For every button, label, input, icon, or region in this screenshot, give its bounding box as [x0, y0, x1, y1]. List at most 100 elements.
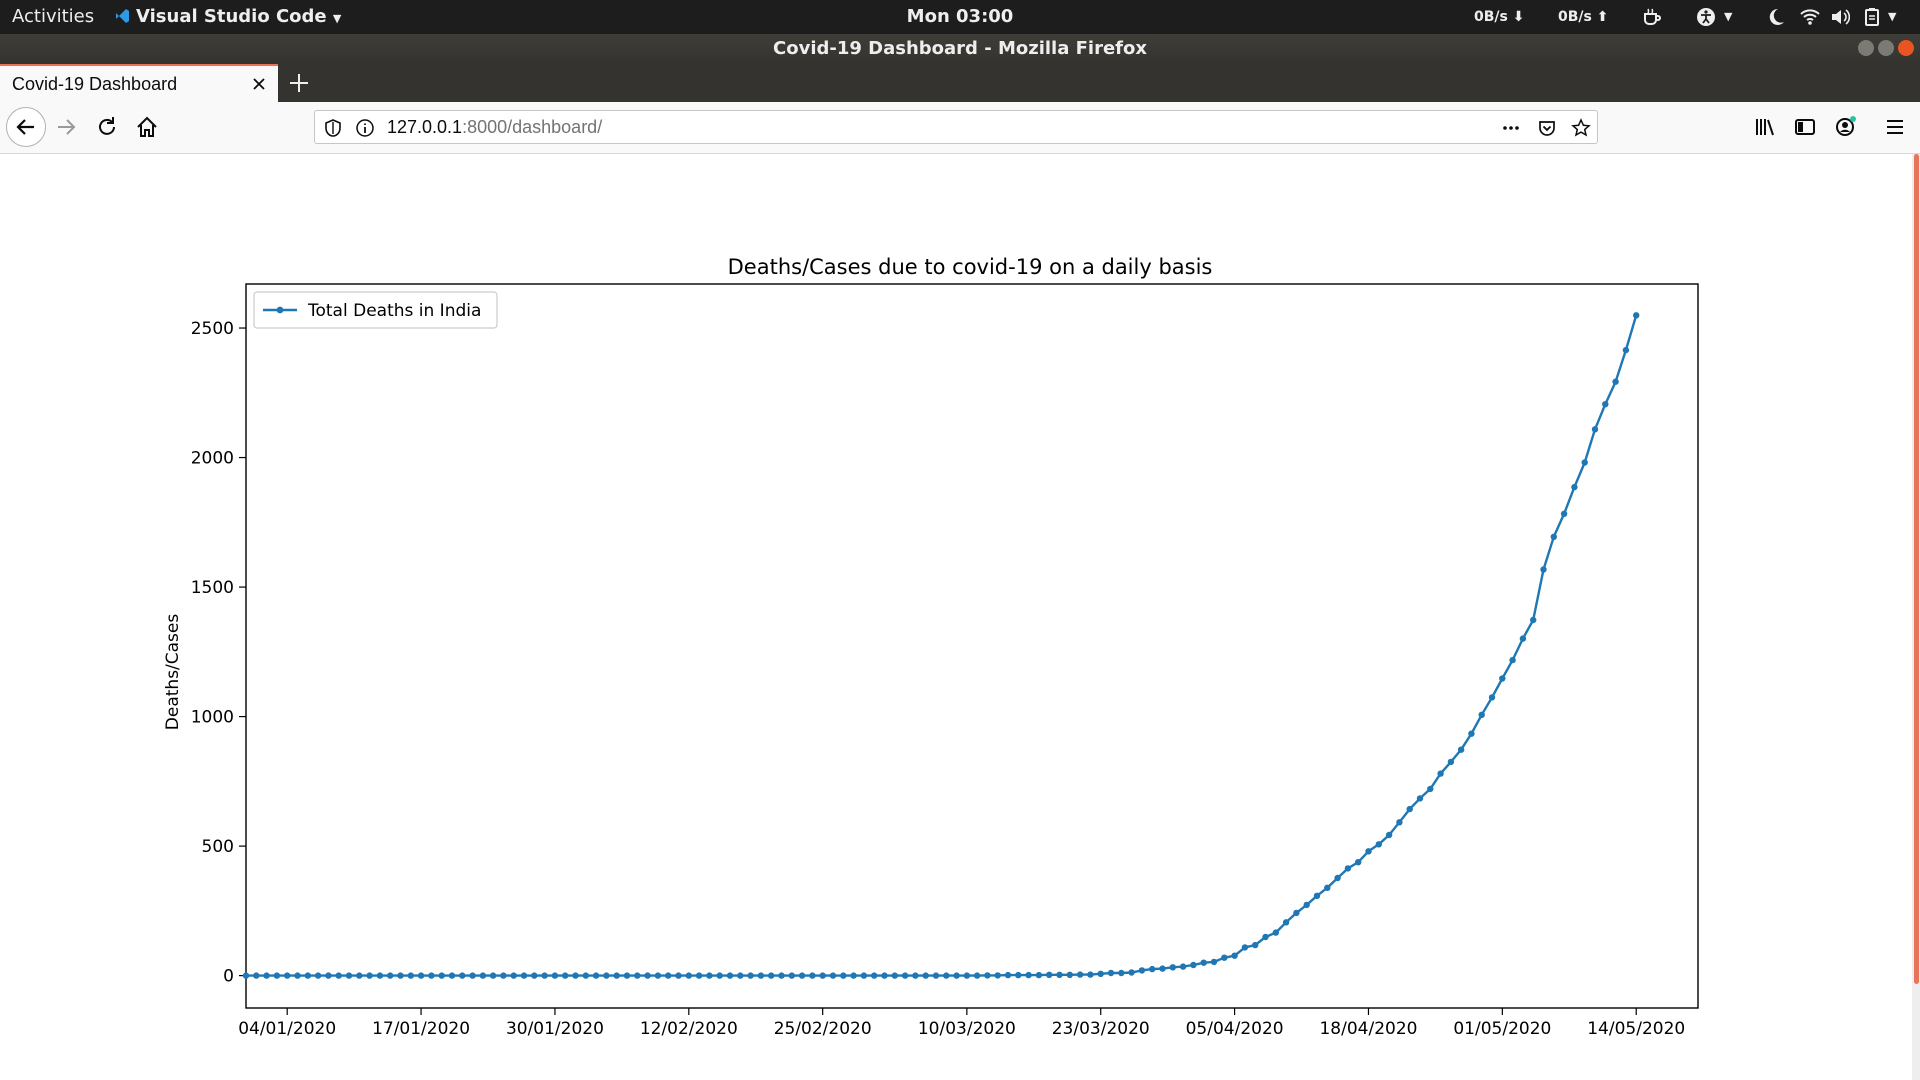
data-point [778, 972, 785, 979]
y-tick-label: 1500 [191, 578, 234, 598]
chart: Deaths/Cases due to covid-19 on a daily … [163, 255, 1699, 1039]
data-point [325, 972, 332, 979]
data-point [1468, 730, 1475, 737]
data-point [1540, 566, 1547, 573]
forward-arrow-icon[interactable] [52, 112, 82, 142]
scrollbar-thumb[interactable] [1914, 154, 1919, 984]
data-point [1478, 711, 1485, 718]
volume-icon[interactable] [1830, 7, 1850, 27]
page-scrollbar[interactable] [1912, 154, 1920, 1080]
data-point [829, 972, 837, 979]
legend-marker [276, 306, 284, 314]
tab-covid-dashboard[interactable]: Covid-19 Dashboard [0, 64, 278, 102]
data-point [387, 972, 394, 979]
data-point [932, 972, 940, 979]
pocket-icon[interactable] [1537, 118, 1557, 138]
y-tick-label: 0 [223, 967, 234, 987]
data-point [1118, 969, 1125, 977]
data-point [572, 972, 579, 979]
data-point [871, 972, 878, 979]
url-path: :8000/dashboard/ [462, 117, 603, 137]
data-point [459, 972, 466, 979]
data-point [984, 972, 991, 979]
app-menu[interactable]: Visual Studio Code ▼ [114, 0, 341, 34]
activities-button[interactable]: Activities [12, 6, 95, 27]
data-point [1035, 971, 1043, 979]
battery-clipboard-icon[interactable] [1862, 7, 1882, 27]
data-point [1416, 795, 1424, 802]
page-actions-icon[interactable] [1501, 118, 1521, 138]
data-point [1602, 401, 1609, 408]
data-point [294, 972, 301, 979]
data-point [1406, 805, 1413, 813]
data-point [1313, 892, 1321, 899]
x-tick-label: 05/04/2020 [1186, 1019, 1284, 1039]
info-icon[interactable] [355, 118, 375, 138]
y-tick-label: 1000 [191, 708, 234, 728]
data-point [665, 972, 672, 979]
data-point [562, 972, 569, 979]
sidebar-icon[interactable] [1790, 112, 1820, 142]
data-point [1179, 963, 1187, 970]
data-point [469, 972, 476, 979]
data-point [798, 972, 806, 979]
data-point [1138, 967, 1146, 974]
caffeine-icon[interactable] [1642, 7, 1662, 27]
new-tab-icon[interactable] [288, 72, 310, 94]
data-point [448, 972, 456, 979]
data-point [1262, 933, 1269, 941]
system-menu-arrow-icon[interactable]: ▼ [1888, 10, 1897, 23]
data-point [1324, 884, 1331, 891]
close-window-button[interactable] [1898, 40, 1914, 56]
data-point [1530, 616, 1537, 624]
bookmark-star-icon[interactable] [1571, 118, 1591, 138]
x-tick-label: 17/01/2020 [372, 1019, 470, 1039]
system-top-bar: Activities Visual Studio Code ▼ Mon 03:0… [0, 0, 1920, 34]
back-button[interactable] [6, 107, 46, 147]
data-point [1560, 510, 1568, 517]
accessibility-icon[interactable] [1696, 7, 1716, 27]
data-point [1231, 952, 1238, 959]
data-point [314, 972, 322, 979]
data-point [747, 972, 754, 979]
url-bar[interactable]: 127.0.0.1:8000/dashboard/ [314, 110, 1598, 144]
data-point [417, 972, 425, 979]
y-tick-label: 2500 [191, 319, 234, 339]
clock-label[interactable]: Mon 03:00 [906, 6, 1014, 27]
accessibility-arrow-icon[interactable]: ▼ [1724, 10, 1733, 23]
tab-close-icon[interactable] [250, 75, 268, 93]
data-point [304, 972, 311, 979]
net-up-label: 0B/s [1558, 9, 1592, 25]
home-icon[interactable] [132, 112, 162, 142]
data-point [582, 972, 589, 979]
reload-icon[interactable] [92, 112, 122, 142]
series-line [246, 314, 1638, 977]
data-point [860, 972, 868, 979]
data-point [757, 972, 765, 979]
url-text[interactable]: 127.0.0.1:8000/dashboard/ [387, 117, 602, 138]
hamburger-menu-icon[interactable] [1880, 112, 1910, 142]
data-point [881, 972, 888, 979]
data-point [953, 972, 960, 979]
x-tick-label: 14/05/2020 [1587, 1019, 1685, 1039]
data-point [1499, 675, 1506, 682]
x-tick-label: 12/02/2020 [640, 1019, 738, 1039]
data-point [644, 972, 651, 979]
data-point [1437, 770, 1444, 777]
net-down-label: 0B/s [1474, 9, 1508, 25]
data-point [1087, 971, 1094, 978]
net-up-indicator: 0B/s ⬆ [1558, 0, 1608, 34]
data-point [675, 972, 682, 979]
night-light-icon[interactable] [1766, 7, 1786, 27]
data-point [685, 972, 692, 979]
minimize-button[interactable] [1858, 40, 1874, 56]
account-icon[interactable] [1830, 112, 1860, 142]
wifi-icon[interactable] [1800, 7, 1820, 27]
data-point [1066, 971, 1074, 978]
data-point [428, 972, 435, 979]
shield-icon[interactable] [323, 118, 343, 138]
maximize-button[interactable] [1878, 40, 1894, 56]
data-point [273, 972, 281, 979]
library-icon[interactable] [1750, 112, 1780, 142]
data-point [397, 972, 404, 979]
